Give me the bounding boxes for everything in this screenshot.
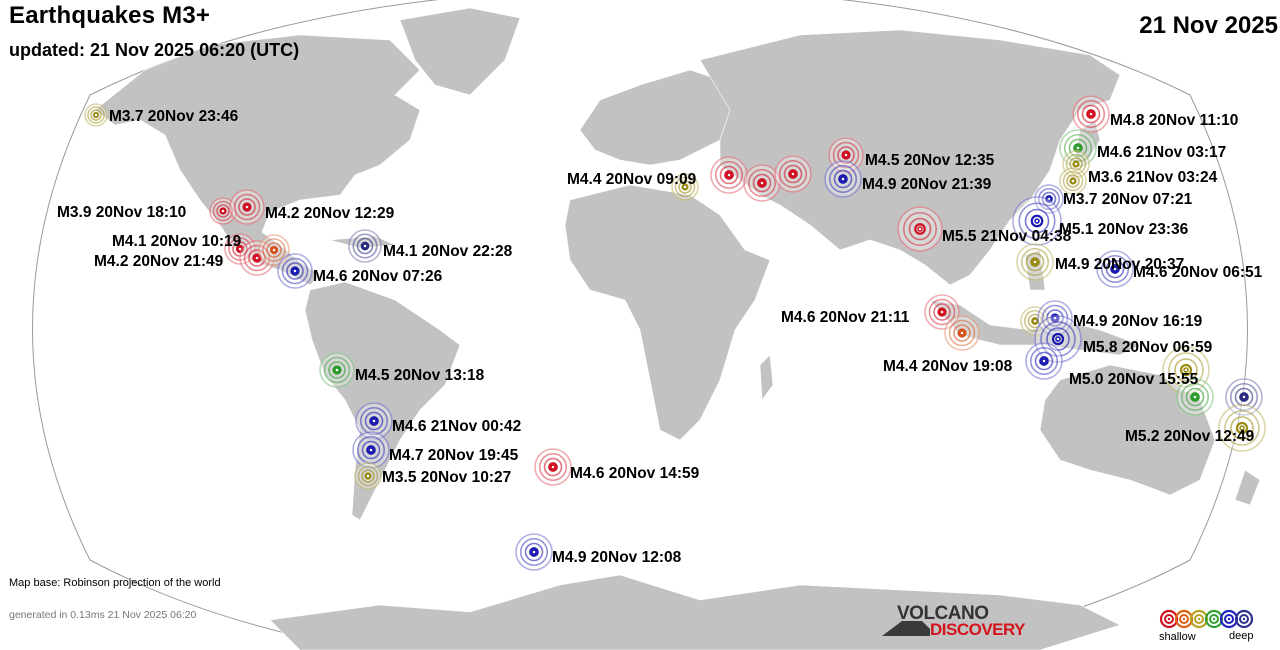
quake-marker-icon[interactable] [229, 189, 265, 225]
logo-text-discovery: DISCOVERY [930, 620, 1026, 639]
quake-marker-icon[interactable] [1072, 95, 1110, 133]
quake-marker-icon[interactable] [1062, 150, 1090, 178]
quake-marker-icon[interactable] [1025, 342, 1063, 380]
quake-marker-icon[interactable] [1016, 243, 1054, 281]
quake-marker-icon[interactable] [1096, 250, 1134, 288]
earthquake-markers [84, 95, 1266, 571]
quake-label[interactable]: M4.2 20Nov 12:29 [265, 205, 395, 222]
quake-marker-icon[interactable] [774, 155, 812, 193]
quake-marker-icon[interactable] [1162, 346, 1210, 394]
quake-label[interactable]: M4.5 20Nov 12:35 [865, 152, 995, 169]
quake-marker-icon[interactable] [258, 234, 290, 266]
quake-label[interactable]: M4.6 21Nov 00:42 [392, 418, 522, 435]
quake-label[interactable]: M3.6 21Nov 03:24 [1088, 169, 1218, 186]
quake-label[interactable]: M5.8 20Nov 06:59 [1083, 339, 1213, 356]
quake-marker-icon[interactable] [828, 137, 864, 173]
quake-label[interactable]: M4.6 21Nov 03:17 [1097, 144, 1227, 161]
legend-deep-label: deep [1229, 630, 1254, 642]
quake-marker-icon[interactable] [924, 294, 960, 330]
depth-legend-rings [1159, 609, 1254, 629]
quake-marker-icon[interactable] [944, 315, 980, 351]
quake-label[interactable]: M4.9 20Nov 21:39 [862, 176, 992, 193]
quake-label[interactable]: M4.6 20Nov 06:51 [1133, 264, 1263, 281]
quake-label[interactable]: M4.9 20Nov 16:19 [1073, 313, 1203, 330]
quake-marker-icon[interactable] [1059, 167, 1087, 195]
quake-marker-icon[interactable] [515, 533, 553, 571]
quake-marker-icon[interactable] [224, 233, 256, 265]
quake-label[interactable]: M5.0 20Nov 15:55 [1069, 371, 1199, 388]
quake-marker-icon[interactable] [352, 431, 390, 469]
quake-label[interactable]: M4.1 20Nov 22:28 [383, 243, 513, 260]
volcano-discovery-logo[interactable]: VOLCANO DISCOVERY [880, 603, 1040, 643]
quake-label[interactable]: M5.1 20Nov 23:36 [1059, 221, 1189, 238]
legend-shallow-label: shallow [1159, 631, 1196, 643]
quake-marker-icon[interactable] [1034, 184, 1064, 214]
quake-label[interactable]: M4.8 20Nov 11:10 [1110, 112, 1239, 129]
quake-label[interactable]: M3.5 20Nov 10:27 [382, 469, 512, 486]
quake-marker-icon[interactable] [743, 164, 781, 202]
logo-text-volcano: VOLCANO [897, 603, 989, 624]
page-title: Earthquakes M3+ [9, 2, 211, 29]
updated-timestamp: updated: 21 Nov 2025 06:20 (UTC) [9, 40, 300, 60]
quake-label[interactable]: M4.6 20Nov 14:59 [570, 465, 700, 482]
quake-marker-icon[interactable] [209, 197, 237, 225]
quake-label[interactable]: M3.7 20Nov 23:46 [109, 108, 239, 125]
quake-label[interactable]: M4.6 20Nov 21:11 [781, 309, 910, 326]
quake-marker-icon[interactable] [277, 253, 313, 289]
quake-label[interactable]: M4.5 20Nov 13:18 [355, 367, 485, 384]
quake-marker-icon[interactable] [239, 240, 275, 276]
depth-legend: shallow deep [1158, 608, 1268, 648]
quake-label[interactable]: M4.6 20Nov 07:26 [313, 268, 443, 285]
quake-marker-icon[interactable] [84, 103, 108, 127]
quake-label[interactable]: M3.7 20Nov 07:21 [1063, 191, 1193, 208]
quake-marker-icon[interactable] [1176, 378, 1214, 416]
quake-label[interactable]: M4.9 20Nov 12:08 [552, 549, 682, 566]
quake-marker-icon[interactable] [710, 156, 748, 194]
quake-marker-icon[interactable] [1034, 315, 1082, 363]
quake-marker-icon[interactable] [824, 160, 862, 198]
quake-marker-icon[interactable] [1218, 404, 1266, 452]
quake-marker-icon[interactable] [1059, 129, 1097, 167]
quake-marker-icon[interactable] [355, 402, 393, 440]
quake-marker-icon[interactable] [671, 173, 699, 201]
quake-marker-icon[interactable] [1225, 378, 1263, 416]
quake-marker-icon[interactable] [1012, 196, 1062, 246]
map-base-note: Map base: Robinson projection of the wor… [9, 577, 221, 589]
quake-label[interactable]: M4.4 20Nov 09:09 [567, 171, 697, 188]
quake-marker-icon[interactable] [354, 462, 382, 490]
quake-marker-icon[interactable] [897, 206, 943, 252]
quake-label[interactable]: M5.2 20Nov 12:49 [1125, 428, 1255, 445]
quake-label[interactable]: M4.9 20Nov 20:37 [1055, 256, 1185, 273]
volcano-icon [882, 621, 930, 636]
quake-label[interactable]: M4.1 20Nov 10:19 [112, 233, 242, 250]
quake-marker-icon[interactable] [534, 448, 572, 486]
quake-label[interactable]: M4.2 20Nov 21:49 [94, 253, 224, 270]
quake-label[interactable]: M5.5 21Nov 04:38 [942, 228, 1072, 245]
quake-marker-icon[interactable] [348, 229, 382, 263]
quake-marker-icon[interactable] [1020, 306, 1050, 336]
quake-label[interactable]: M4.4 20Nov 19:08 [883, 358, 1013, 375]
current-date: 21 Nov 2025 [1139, 12, 1278, 39]
quake-label[interactable]: M3.9 20Nov 18:10 [57, 204, 187, 221]
quake-label[interactable]: M4.7 20Nov 19:45 [389, 447, 519, 464]
quake-marker-icon[interactable] [319, 352, 355, 388]
generated-note: generated in 0.13ms 21 Nov 2025 06:20 [9, 609, 197, 621]
